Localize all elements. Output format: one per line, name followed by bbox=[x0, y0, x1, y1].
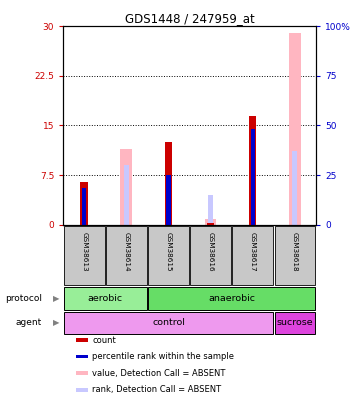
Text: GSM38616: GSM38616 bbox=[208, 232, 214, 272]
Text: GSM38617: GSM38617 bbox=[250, 232, 256, 272]
FancyBboxPatch shape bbox=[106, 226, 147, 285]
Text: count: count bbox=[92, 336, 116, 345]
Bar bbox=[208, 195, 213, 225]
Title: GDS1448 / 247959_at: GDS1448 / 247959_at bbox=[125, 12, 255, 25]
Text: anaerobic: anaerobic bbox=[208, 294, 255, 303]
Bar bbox=[82, 188, 86, 225]
Bar bbox=[166, 175, 170, 225]
Text: aerobic: aerobic bbox=[88, 294, 123, 303]
Bar bbox=[251, 129, 255, 225]
Bar bbox=[249, 115, 256, 225]
Text: percentile rank within the sample: percentile rank within the sample bbox=[92, 352, 234, 361]
Text: control: control bbox=[152, 318, 185, 327]
Text: GSM38618: GSM38618 bbox=[292, 232, 298, 272]
Text: rank, Detection Call = ABSENT: rank, Detection Call = ABSENT bbox=[92, 385, 221, 394]
Bar bbox=[76, 355, 88, 358]
Text: protocol: protocol bbox=[5, 294, 42, 303]
Bar bbox=[274, 311, 315, 334]
Bar bbox=[76, 338, 88, 342]
Text: GSM38615: GSM38615 bbox=[165, 232, 171, 272]
Bar bbox=[207, 223, 214, 225]
Bar bbox=[76, 388, 88, 392]
Text: agent: agent bbox=[16, 318, 42, 327]
Text: value, Detection Call = ABSENT: value, Detection Call = ABSENT bbox=[92, 369, 226, 378]
Bar bbox=[64, 311, 273, 334]
FancyBboxPatch shape bbox=[148, 226, 189, 285]
Text: ▶: ▶ bbox=[53, 318, 60, 327]
Text: GSM38613: GSM38613 bbox=[81, 232, 87, 272]
Bar bbox=[292, 151, 297, 225]
Bar bbox=[148, 287, 315, 310]
Bar bbox=[64, 287, 147, 310]
Bar bbox=[121, 149, 132, 225]
FancyBboxPatch shape bbox=[64, 226, 105, 285]
Bar bbox=[76, 371, 88, 375]
Text: ▶: ▶ bbox=[53, 294, 60, 303]
Bar bbox=[165, 142, 172, 225]
Bar bbox=[289, 33, 301, 225]
FancyBboxPatch shape bbox=[190, 226, 231, 285]
Bar bbox=[205, 220, 217, 225]
Text: sucrose: sucrose bbox=[277, 318, 313, 327]
FancyBboxPatch shape bbox=[274, 226, 315, 285]
Bar bbox=[81, 182, 88, 225]
Bar bbox=[124, 165, 129, 225]
Text: GSM38614: GSM38614 bbox=[123, 232, 129, 272]
FancyBboxPatch shape bbox=[232, 226, 273, 285]
